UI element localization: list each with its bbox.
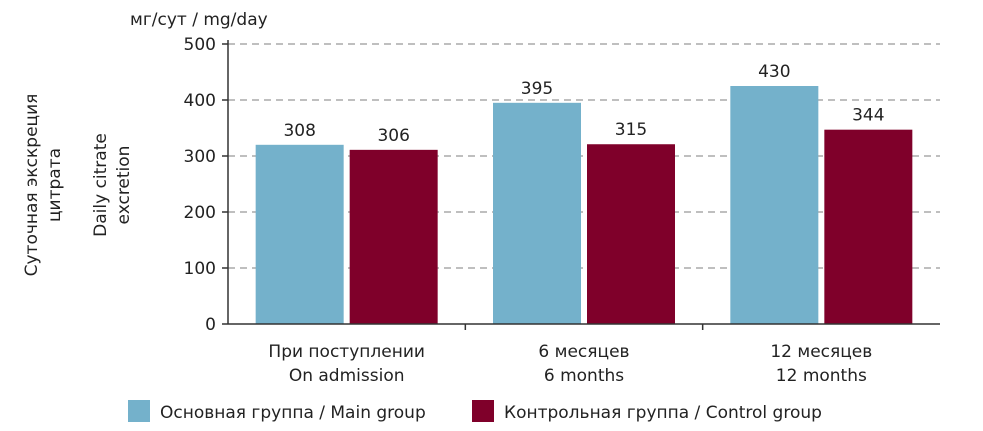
legend: Основная группа / Main group Контрольная … xyxy=(128,400,822,423)
gridlines xyxy=(228,43,940,269)
bar xyxy=(349,149,438,324)
bar xyxy=(587,144,675,324)
bar xyxy=(493,102,581,324)
x-tick-label-line1: 12 месяцев xyxy=(770,342,872,362)
x-tick-label-line2: On admission xyxy=(289,366,405,386)
y-axis-label-ru-line2: цитрата xyxy=(45,148,65,222)
y-axis-label-ru-line1: Суточная экскреция xyxy=(22,94,42,277)
bar-value-label: 430 xyxy=(758,62,790,82)
bar-value-label: 395 xyxy=(521,79,553,99)
y-tick-label: 300 xyxy=(184,147,216,167)
y-tick-labels: 0 100 200 300 400 500 xyxy=(184,35,216,335)
y-tick-label: 200 xyxy=(184,203,216,223)
bar xyxy=(730,86,819,324)
x-tick-label-line1: 6 месяцев xyxy=(538,342,629,362)
x-tick-label-line2: 6 months xyxy=(544,366,624,386)
bar-value-label: 344 xyxy=(852,106,884,126)
bar-value-label: 308 xyxy=(283,121,315,141)
x-tick-labels: При поступлении On admission 6 месяцев 6 mo… xyxy=(268,342,872,386)
y-tick-label: 400 xyxy=(184,91,216,111)
y-tick-label: 500 xyxy=(184,35,216,55)
bar-value-label: 315 xyxy=(615,120,647,140)
legend-label: Контрольная группа / Control group xyxy=(504,403,822,423)
y-tick-label: 0 xyxy=(205,315,216,335)
bar xyxy=(255,144,344,324)
legend-label: Основная группа / Main group xyxy=(160,403,426,423)
bars xyxy=(255,86,913,324)
bar xyxy=(824,129,913,324)
data-labels: 308 306 395 315 430 344 xyxy=(283,62,884,146)
y-axis-label-en-line1: Daily citrate xyxy=(91,133,111,237)
axes xyxy=(222,40,940,330)
unit-label: мг/сут / mg/day xyxy=(130,10,268,30)
legend-swatch xyxy=(472,400,494,422)
x-tick-label-line2: 12 months xyxy=(776,366,867,386)
bar-value-label: 306 xyxy=(377,126,409,146)
y-axis-label-en-line2: excretion xyxy=(114,146,134,225)
x-tick-label-line1: При поступлении xyxy=(268,342,425,362)
y-tick-label: 100 xyxy=(184,259,216,279)
legend-swatch xyxy=(128,400,150,422)
